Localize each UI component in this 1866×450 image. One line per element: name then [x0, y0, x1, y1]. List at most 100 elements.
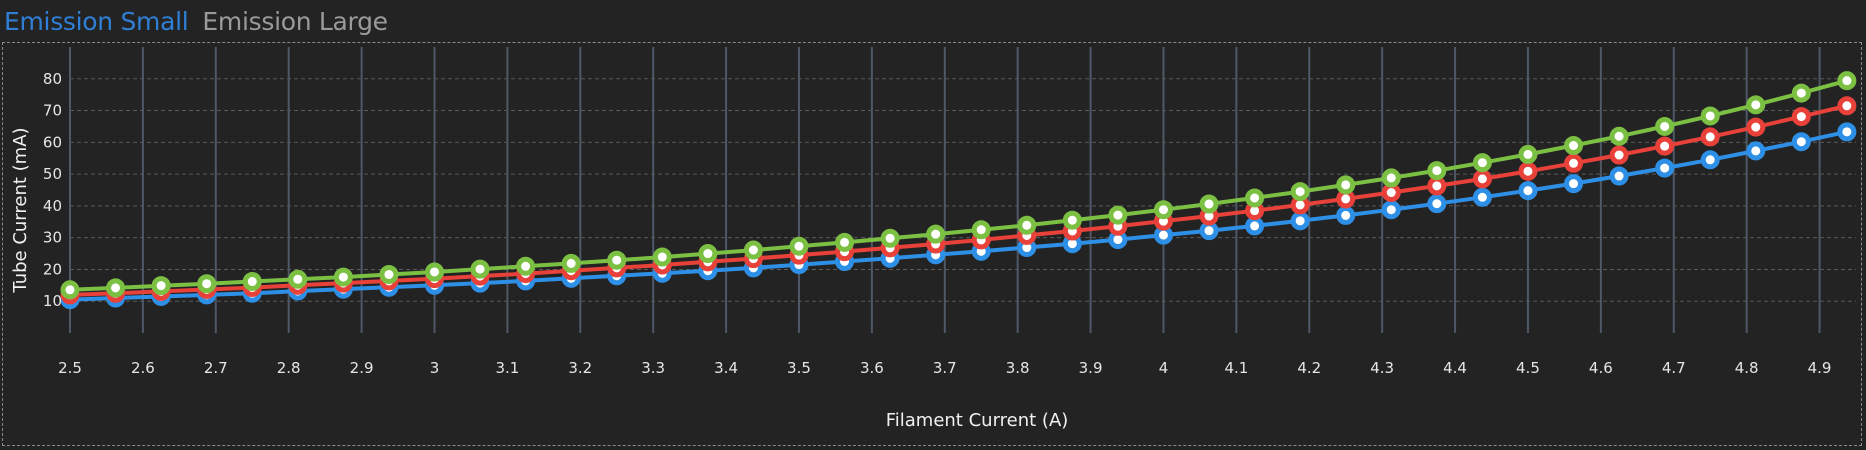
- series-line: [69, 129, 1848, 302]
- x-axis-title: Filament Current (A): [886, 410, 1069, 431]
- y-tick-label: 50: [43, 165, 62, 183]
- data-point: [1017, 215, 1037, 235]
- data-point: [971, 220, 991, 240]
- data-point: [106, 278, 126, 298]
- data-point: [1746, 117, 1766, 137]
- data-point: [1700, 127, 1720, 147]
- data-point: [607, 250, 627, 270]
- data-point: [1245, 216, 1265, 236]
- data-point: [1336, 205, 1356, 225]
- x-tick-label: 4: [1159, 359, 1169, 377]
- data-point: [1564, 136, 1584, 156]
- data-point: [743, 240, 763, 260]
- x-tick-label: 3.5: [787, 359, 811, 377]
- x-axis-tick-labels: 2.5 2.6 2.7 2.8 2.9 3 3.1 3.2 3.3 3.4 3.5 3.6 3.7 3.8…: [58, 359, 1831, 377]
- data-point: [698, 244, 718, 264]
- data-point: [1381, 168, 1401, 188]
- data-point: [1655, 116, 1675, 136]
- data-point: [288, 269, 308, 289]
- data-point: [1655, 158, 1675, 178]
- data-point: [1427, 194, 1447, 214]
- series-0: [60, 122, 1857, 310]
- data-point: [1108, 205, 1128, 225]
- data-point: [1472, 169, 1492, 189]
- x-tick-label: 2.8: [277, 359, 301, 377]
- data-point: [1518, 161, 1538, 181]
- data-point: [1381, 200, 1401, 220]
- data-point: [1700, 106, 1720, 126]
- data-point: [516, 256, 536, 276]
- x-tick-label: 3.7: [933, 359, 957, 377]
- y-tick-label: 20: [43, 260, 62, 278]
- y-tick-label: 80: [43, 70, 62, 88]
- data-point: [242, 272, 262, 292]
- data-point: [1609, 166, 1629, 186]
- y-tick-label: 10: [43, 292, 62, 310]
- x-tick-label: 3.1: [495, 359, 519, 377]
- data-point: [197, 274, 217, 294]
- x-tick-label: 3.4: [714, 359, 738, 377]
- data-point: [1199, 194, 1219, 214]
- data-point: [1837, 71, 1857, 91]
- data-point: [60, 280, 80, 300]
- x-tick-label: 4.7: [1662, 359, 1686, 377]
- data-point: [1290, 211, 1310, 231]
- data-point: [1564, 174, 1584, 194]
- series-line: [69, 103, 1848, 297]
- chart-frame: 2.5 2.6 2.7 2.8 2.9 3 3.1 3.2 3.3 3.4 3.5 3.6 3.7 3.8…: [2, 42, 1862, 446]
- data-point: [789, 236, 809, 256]
- data-point: [1381, 183, 1401, 203]
- x-tick-label: 4.3: [1370, 359, 1394, 377]
- x-tick-label: 4.6: [1589, 359, 1613, 377]
- data-point: [1336, 175, 1356, 195]
- y-tick-label: 30: [43, 229, 62, 247]
- tab-emission-large[interactable]: Emission Large: [202, 7, 388, 36]
- data-point: [1791, 107, 1811, 127]
- data-point: [652, 247, 672, 267]
- data-point: [1609, 126, 1629, 146]
- data-point: [1609, 145, 1629, 165]
- data-point: [1062, 210, 1082, 230]
- data-point: [1472, 187, 1492, 207]
- x-tick-label: 2.6: [131, 359, 155, 377]
- data-point: [1837, 96, 1857, 116]
- y-axis-tick-labels: 10 20 30 40 50 60 70 80: [43, 70, 62, 310]
- data-point: [1290, 182, 1310, 202]
- y-tick-label: 60: [43, 133, 62, 151]
- x-tick-label: 2.7: [204, 359, 228, 377]
- data-point: [470, 259, 490, 279]
- x-tick-label: 2.5: [58, 359, 82, 377]
- line-chart: 2.5 2.6 2.7 2.8 2.9 3 3.1 3.2 3.3 3.4 3.5 3.6 3.7 3.8…: [10, 47, 1857, 431]
- data-point: [1518, 144, 1538, 164]
- data-point: [1837, 122, 1857, 142]
- y-tick-label: 40: [43, 197, 62, 215]
- data-point: [1791, 83, 1811, 103]
- x-tick-label: 3.8: [1006, 359, 1030, 377]
- x-tick-label: 4.9: [1808, 359, 1832, 377]
- data-point: [1153, 200, 1173, 220]
- x-tick-label: 4.5: [1516, 359, 1540, 377]
- data-point: [1245, 188, 1265, 208]
- data-point: [333, 267, 353, 287]
- data-point: [424, 262, 444, 282]
- data-point: [1199, 221, 1219, 241]
- data-point: [926, 224, 946, 244]
- series-line: [69, 78, 1848, 292]
- x-tick-label: 4.1: [1224, 359, 1248, 377]
- data-point: [1427, 161, 1447, 181]
- data-point: [1472, 153, 1492, 173]
- data-point: [1746, 141, 1766, 161]
- data-point: [561, 253, 581, 273]
- tab-strip: Emission Small Emission Large: [4, 4, 388, 40]
- x-tick-label: 4.2: [1297, 359, 1321, 377]
- x-tick-label: 3.6: [860, 359, 884, 377]
- x-tick-label: 3.2: [568, 359, 592, 377]
- x-tick-label: 3: [430, 359, 440, 377]
- data-point: [1564, 153, 1584, 173]
- data-point: [379, 265, 399, 285]
- y-tick-label: 70: [43, 102, 62, 120]
- tab-emission-small[interactable]: Emission Small: [4, 7, 189, 36]
- y-axis-title: Tube Current (mA): [10, 127, 31, 293]
- data-point: [1427, 176, 1447, 196]
- data-point: [151, 276, 171, 296]
